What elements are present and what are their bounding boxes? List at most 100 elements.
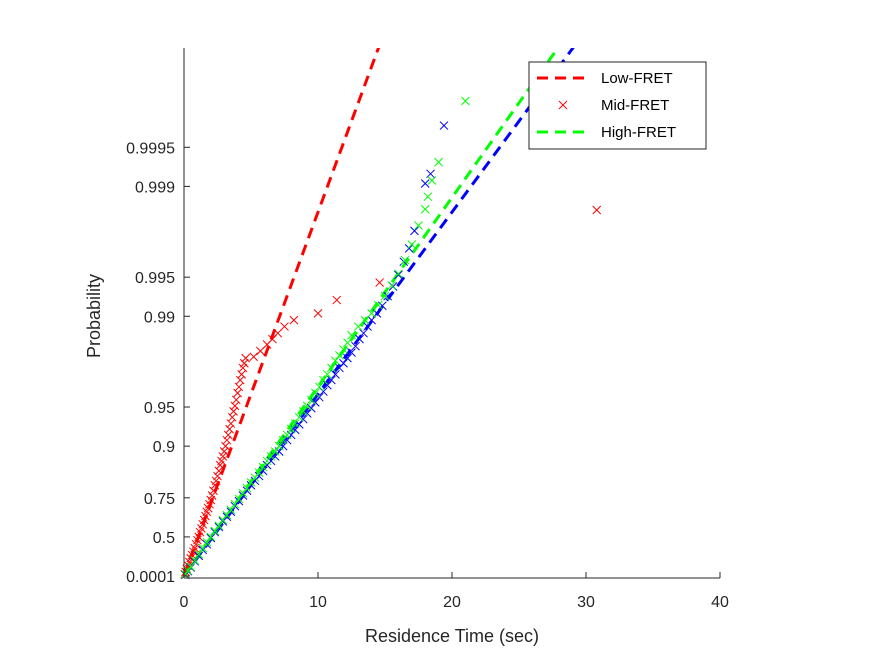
- data-point-s3-19: [250, 473, 260, 483]
- marker-stroke-b: [343, 338, 352, 348]
- marker-stroke-b: [278, 435, 288, 445]
- data-point-s3-29: [290, 419, 300, 428]
- marker-stroke-b: [214, 466, 224, 476]
- data-point-s1-42: [234, 382, 244, 392]
- marker-stroke-b: [223, 430, 233, 440]
- data-point-s3-10: [214, 521, 224, 531]
- data-point-s2-55: [404, 244, 414, 253]
- data-point-s1-57: [375, 278, 384, 287]
- marker-stroke-b: [234, 496, 244, 506]
- data-point-s1-34: [223, 430, 233, 440]
- marker-stroke-b: [306, 403, 316, 413]
- data-point-s3-55: [423, 192, 433, 202]
- data-point-s2-46: [359, 328, 368, 338]
- data-point-s1-53: [280, 322, 289, 331]
- marker-stroke-b: [242, 486, 252, 495]
- marker-stroke-b: [439, 121, 449, 130]
- marker-stroke-b: [290, 419, 300, 428]
- marker-stroke-b: [314, 382, 324, 392]
- marker-stroke-b: [222, 510, 232, 520]
- data-point-s3-57: [434, 157, 443, 167]
- data-point-s1-12: [194, 532, 204, 542]
- fit-line-1: [184, 48, 381, 577]
- marker-stroke-b: [373, 300, 383, 310]
- marker-stroke-b: [190, 556, 200, 565]
- data-point-s2-37: [323, 380, 332, 390]
- marker-stroke-b: [222, 435, 232, 445]
- data-point-s1-54: [289, 315, 299, 325]
- marker-stroke-b: [355, 334, 364, 344]
- data-point-s3-11: [218, 515, 228, 525]
- y-tick-label-4: 0.9: [153, 439, 175, 456]
- data-point-s1-22: [207, 491, 217, 500]
- data-point-s2-59: [439, 121, 449, 130]
- data-point-s3-8: [206, 532, 216, 542]
- marker-stroke-b: [194, 532, 204, 542]
- data-point-s3-2: [183, 566, 193, 576]
- marker-stroke-b: [210, 526, 220, 536]
- data-point-s1-23: [209, 486, 218, 495]
- marker-stroke-b: [420, 179, 430, 188]
- marker-stroke-b: [410, 226, 419, 236]
- marker-stroke-b: [280, 322, 289, 331]
- data-point-s1-56: [332, 295, 342, 305]
- data-point-s3-52: [407, 240, 417, 249]
- data-point-s3-17: [242, 483, 252, 493]
- data-point-s3-33: [306, 395, 316, 405]
- marker-stroke-b: [294, 420, 304, 429]
- marker-stroke-b: [414, 221, 423, 230]
- marker-stroke-b: [383, 291, 393, 301]
- data-point-s3-5: [194, 549, 204, 559]
- data-point-s2-39: [331, 369, 340, 379]
- x-tick-label-20: 20: [443, 594, 461, 611]
- y-tick-label-1: 0.0001: [126, 569, 175, 586]
- marker-stroke-b: [375, 278, 384, 287]
- marker-stroke-b: [225, 424, 234, 434]
- data-point-s2-4: [190, 556, 200, 566]
- data-point-s3-12: [222, 510, 232, 520]
- data-point-s1-58: [592, 205, 602, 215]
- marker-stroke-b: [202, 537, 212, 547]
- data-point-s2-44: [351, 341, 360, 351]
- marker-stroke-b: [351, 341, 360, 351]
- marker-stroke-b: [314, 392, 324, 402]
- data-point-s3-28: [286, 424, 296, 434]
- marker-stroke-b: [339, 358, 348, 368]
- data-points: [180, 96, 602, 580]
- y-tick-label-3: 0.75: [144, 491, 175, 508]
- tick-labels: 0 10 20 30 40 0.0001 0.5 0.75 0.9 0.95 0.99 0.995 0.…: [126, 140, 729, 611]
- data-point-s2-34: [310, 397, 320, 407]
- marker-stroke-b: [427, 176, 437, 185]
- marker-stroke-b: [298, 414, 308, 424]
- marker-stroke-b: [380, 291, 390, 301]
- data-point-s3-58: [461, 96, 470, 106]
- marker-stroke-b: [226, 505, 236, 515]
- data-point-s1-52: [273, 328, 283, 338]
- marker-stroke-b: [207, 491, 217, 500]
- marker-stroke-b: [327, 363, 336, 373]
- data-point-s3-6: [198, 543, 208, 553]
- data-point-s3-30: [294, 412, 304, 422]
- marker-stroke-b: [214, 521, 224, 531]
- data-point-s3-41: [339, 345, 348, 354]
- marker-stroke-b: [319, 375, 328, 385]
- marker-stroke-b: [461, 96, 470, 106]
- marker-stroke-b: [186, 553, 196, 563]
- data-point-s1-45: [238, 363, 248, 373]
- data-point-s3-15: [234, 494, 244, 504]
- data-point-s1-46: [239, 358, 249, 368]
- data-point-s1-38: [229, 407, 238, 416]
- data-point-s1-47: [241, 353, 250, 363]
- axes: [183, 48, 721, 579]
- marker-stroke-b: [241, 353, 250, 363]
- data-point-s3-25: [274, 441, 284, 451]
- data-point-s3-20: [254, 468, 264, 477]
- legend-item-2: Mid-FRET: [558, 97, 669, 114]
- data-point-s3-9: [210, 526, 220, 536]
- marker-stroke-b: [229, 407, 238, 416]
- marker-stroke-b: [363, 322, 372, 331]
- data-point-s1-26: [213, 471, 222, 481]
- marker-stroke-b: [227, 412, 237, 422]
- marker-stroke-b: [286, 424, 296, 434]
- data-point-s2-15: [234, 496, 244, 506]
